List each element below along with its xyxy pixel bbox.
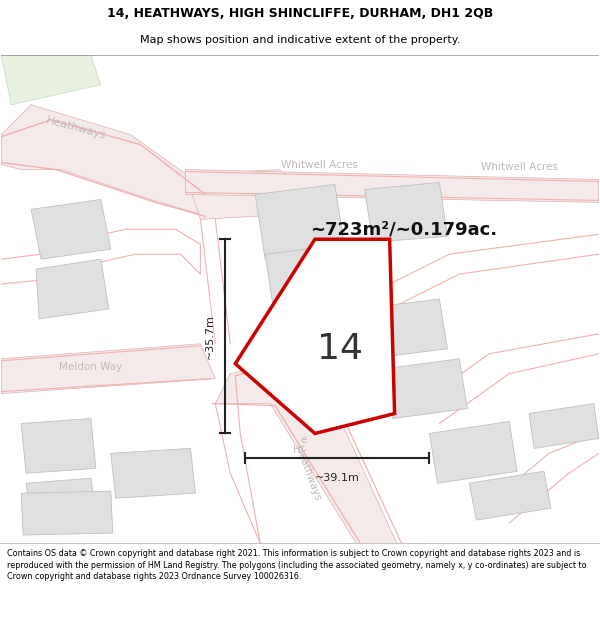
Polygon shape <box>26 478 96 518</box>
Text: 14: 14 <box>317 332 363 366</box>
Polygon shape <box>255 184 345 259</box>
Polygon shape <box>111 448 196 498</box>
Text: H: H <box>293 446 301 456</box>
Polygon shape <box>385 359 467 419</box>
Polygon shape <box>215 354 419 598</box>
Polygon shape <box>529 404 599 448</box>
Polygon shape <box>21 491 113 535</box>
Polygon shape <box>36 259 109 319</box>
Polygon shape <box>31 199 111 259</box>
Polygon shape <box>360 299 448 359</box>
Text: Whitwell Acres: Whitwell Acres <box>481 161 557 171</box>
Polygon shape <box>1 105 200 214</box>
Text: Meldon Way: Meldon Way <box>59 362 122 372</box>
Polygon shape <box>265 244 355 319</box>
Polygon shape <box>1 55 101 105</box>
Polygon shape <box>185 169 290 219</box>
Point <box>0 52 6 60</box>
Text: Map shows position and indicative extent of the property.: Map shows position and indicative extent… <box>140 34 460 44</box>
Polygon shape <box>365 182 448 243</box>
Text: e: e <box>300 436 306 446</box>
Text: ~723m²/~0.179ac.: ~723m²/~0.179ac. <box>310 220 497 238</box>
Text: Contains OS data © Crown copyright and database right 2021. This information is : Contains OS data © Crown copyright and d… <box>7 549 587 581</box>
Polygon shape <box>469 471 551 520</box>
Polygon shape <box>185 169 599 202</box>
Text: Whitwell Acres: Whitwell Acres <box>281 159 358 169</box>
Polygon shape <box>21 419 96 473</box>
Text: ~39.1m: ~39.1m <box>315 473 360 483</box>
Polygon shape <box>1 344 215 394</box>
Text: 14, HEATHWAYS, HIGH SHINCLIFFE, DURHAM, DH1 2QB: 14, HEATHWAYS, HIGH SHINCLIFFE, DURHAM, … <box>107 8 493 20</box>
Polygon shape <box>235 239 395 434</box>
Point <box>0 52 5 60</box>
Text: ~35.7m: ~35.7m <box>205 314 215 359</box>
Polygon shape <box>430 421 517 483</box>
Text: Heathways: Heathways <box>293 444 323 502</box>
Text: Heathways: Heathways <box>44 115 107 141</box>
